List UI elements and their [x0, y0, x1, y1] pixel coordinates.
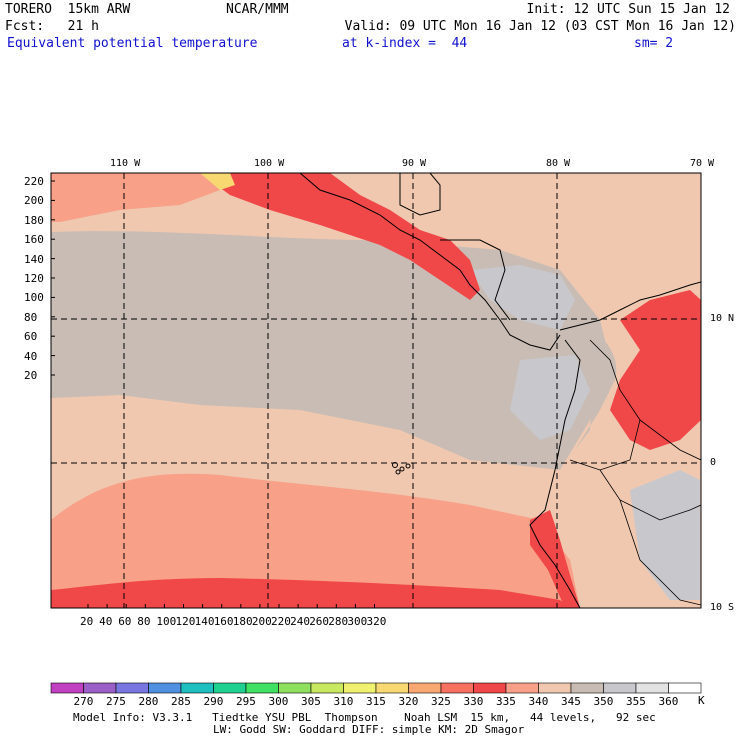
x-tick-label: 140 — [194, 615, 215, 628]
legend-label: 315 — [366, 695, 386, 708]
model-info-line1: Model Info: V3.3.1 Tiedtke YSU PBL Thomp… — [73, 711, 656, 724]
x-tick-label: 180 — [232, 615, 253, 628]
map-frame — [50, 172, 702, 609]
y-tick-label: 180 — [24, 213, 44, 227]
x-tick-label: 280 — [328, 615, 349, 628]
legend-label: 275 — [106, 695, 126, 708]
lat-label-10s: 10 S — [710, 602, 735, 613]
legend-label: 345 — [561, 695, 581, 708]
field-name: Equivalent potential temperature — [7, 36, 258, 51]
x-tick-label: 260 — [309, 615, 330, 628]
band-330-335-south-america — [610, 290, 701, 450]
legend-unit: K — [698, 694, 705, 707]
forecast-hour: Fcst: 21 h — [5, 19, 99, 34]
x-tick-label: 220 — [271, 615, 291, 628]
legend-label: 350 — [593, 695, 614, 708]
coastline-central-america — [299, 173, 561, 351]
lon-label-100w: 100 W — [254, 158, 285, 169]
legend-label: 310 — [333, 695, 354, 708]
legend-label: 285 — [171, 695, 191, 708]
y-tick-label: 60 — [24, 330, 38, 344]
organization: NCAR/MMM — [226, 2, 289, 17]
band-320-325 — [200, 173, 235, 190]
y-tick-label: 120 — [24, 272, 44, 285]
band-350-355-b — [510, 355, 590, 440]
model-info-line2: LW: Godd SW: Goddard DIFF: simple KM: 2D… — [213, 723, 525, 736]
x-tick-label: 300 — [347, 615, 368, 628]
legend-label: 295 — [236, 695, 256, 708]
x-tick-label: 160 — [213, 615, 234, 628]
x-tick-label: 320 — [366, 615, 387, 628]
lon-label-70w: 70 W — [690, 158, 715, 169]
legend-label: 270 — [73, 695, 94, 708]
band-340-345 — [51, 473, 580, 608]
y-tick-label: 100 — [24, 291, 44, 305]
y-tick-label: 40 — [24, 349, 38, 363]
model-name: TORERO 15km ARW — [5, 2, 131, 17]
level-info: at k-index = 44 — [342, 36, 468, 51]
legend-label: 330 — [463, 695, 484, 708]
y-tick-label: 200 — [24, 194, 44, 208]
x-tick-label: 200 — [251, 615, 272, 628]
legend-label: 290 — [203, 695, 224, 708]
smoothing-info: sm= 2 — [634, 36, 674, 51]
band-350-355 — [470, 265, 575, 330]
x-tick-label: 100 — [156, 615, 177, 628]
x-tick-label: 40 — [99, 615, 113, 628]
valid-time: Valid: 09 UTC Mon 16 Jan 12 (03 CST Mon … — [344, 19, 736, 34]
band-345-350-b — [560, 330, 617, 470]
x-tick-label: 240 — [290, 615, 310, 628]
band-330-335-peru — [530, 510, 580, 608]
band-330-335-bottom — [51, 578, 570, 608]
legend-label: 320 — [398, 695, 419, 708]
band-340-345-top — [51, 173, 220, 222]
lon-label-80w: 80 W — [546, 158, 571, 169]
legend-label: 300 — [268, 695, 289, 708]
y-tick-label: 140 — [24, 252, 44, 266]
lat-label-10n: 10 N — [710, 313, 735, 324]
graticule — [51, 173, 701, 608]
coastline-central-america-north — [399, 173, 511, 321]
coastline-south-america — [529, 281, 701, 608]
legend-label: 360 — [658, 695, 679, 708]
band-330-335-central-america — [200, 173, 480, 300]
x-tick-label: 60 — [118, 615, 132, 628]
x-tick-label: 20 — [80, 615, 94, 628]
legend-label: 340 — [528, 695, 549, 708]
lon-label-110w: 110 W — [110, 158, 141, 169]
lat-label-0: 0 — [710, 457, 717, 468]
y-tick-label: 160 — [24, 233, 44, 247]
legend-label: 325 — [431, 695, 451, 708]
y-tick-label: 20 — [24, 369, 38, 382]
legend-label: 335 — [496, 695, 516, 708]
x-tick-label: 80 — [137, 615, 151, 628]
init-time: Init: 12 UTC Sun 15 Jan 12 — [526, 2, 731, 17]
y-tick-label: 80 — [24, 310, 38, 324]
legend-label: 280 — [138, 695, 159, 708]
border-lines — [569, 339, 701, 606]
legend-label: 305 — [301, 695, 321, 708]
y-tick-label: 220 — [24, 175, 44, 188]
lon-label-90w: 90 W — [402, 158, 427, 169]
legend-label: 355 — [626, 695, 646, 708]
x-tick-label: 120 — [175, 615, 196, 628]
